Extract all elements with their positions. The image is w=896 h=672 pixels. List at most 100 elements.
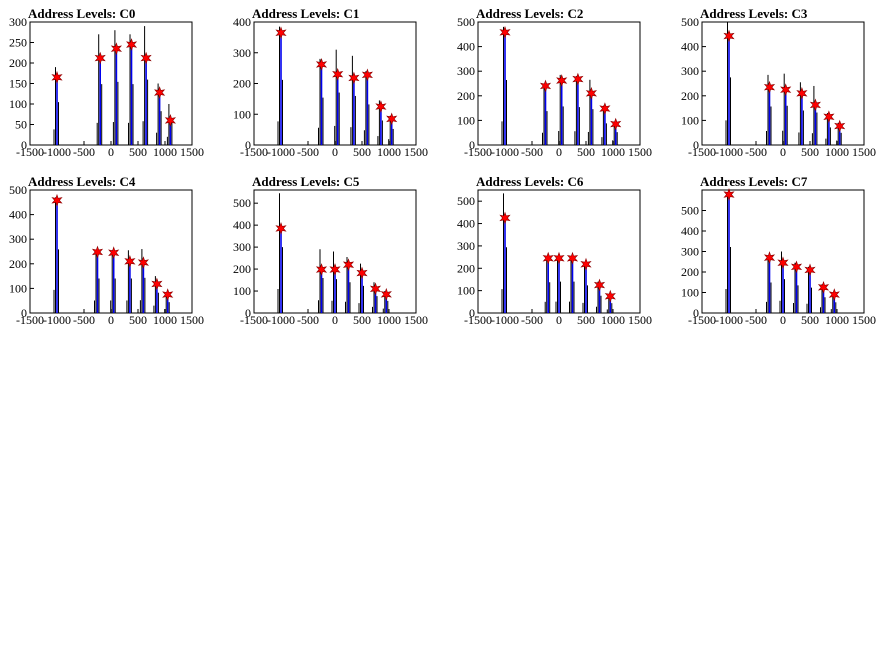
x-tick-label: -1000 [267, 313, 295, 327]
x-tick-label: 1000 [601, 145, 625, 159]
peak-marker [369, 282, 382, 296]
y-tick-label: 500 [457, 194, 475, 208]
chart-title: Address Levels: C0 [28, 6, 135, 21]
y-tick-label: 100 [681, 286, 699, 300]
peak-marker [94, 51, 106, 65]
x-tick-label: 500 [353, 145, 371, 159]
x-tick-label: 1000 [153, 145, 177, 159]
y-tick-label: 500 [9, 183, 27, 197]
chart-panel: Address Levels: C0-1500 -1000 -500 0 500 1000… [9, 6, 204, 159]
peak-marker [604, 289, 616, 303]
x-tick-label: 0 [556, 145, 562, 159]
peak-marker [91, 245, 104, 259]
peak-marker [553, 251, 565, 265]
y-tick-label: 200 [233, 77, 251, 91]
y-tick-label: 0 [21, 138, 27, 152]
x-tick-label: -500 [73, 145, 95, 159]
y-tick-label: 200 [681, 265, 699, 279]
x-tick-label: 1500 [180, 313, 204, 327]
y-tick-label: 100 [9, 97, 27, 111]
x-tick-label: -1500 [16, 145, 44, 159]
y-tick-label: 200 [9, 257, 27, 271]
peak-marker [599, 102, 611, 116]
y-tick-label: 0 [245, 306, 251, 320]
peak-marker [162, 288, 174, 302]
peak-marker [137, 256, 150, 270]
x-tick-label: -1000 [715, 313, 743, 327]
y-tick-label: 400 [681, 224, 699, 238]
chart-panel: Address Levels: C4-1500 -1000 -500 0 500 1000… [9, 174, 204, 327]
x-tick-label: 1000 [153, 313, 177, 327]
x-tick-label: 1500 [628, 313, 652, 327]
peak-marker [124, 254, 136, 268]
x-tick-label: -1500 [464, 145, 492, 159]
x-tick-label: 1500 [404, 313, 428, 327]
peak-marker [51, 70, 63, 84]
y-tick-label: 500 [457, 15, 475, 29]
peak-marker [809, 98, 821, 112]
peak-marker [499, 25, 511, 39]
peak-marker [777, 256, 789, 270]
peak-marker [348, 71, 360, 85]
y-tick-label: 0 [469, 306, 475, 320]
chart-panel: Address Levels: C6-1500 -1000 -500 0 500 1000… [457, 174, 652, 327]
peak-marker [796, 86, 808, 100]
chart-panel: Address Levels: C5-1500 -1000 -500 0 500 1000… [233, 174, 428, 327]
y-tick-label: 0 [469, 138, 475, 152]
peak-marker [126, 38, 138, 51]
x-tick-label: 1500 [180, 145, 204, 159]
x-tick-label: 0 [108, 313, 114, 327]
peak-marker [723, 29, 735, 43]
peak-marker [585, 86, 598, 100]
y-tick-label: 200 [233, 262, 251, 276]
peak-marker [342, 258, 355, 272]
peak-marker [386, 112, 398, 126]
x-tick-label: -500 [745, 145, 767, 159]
peak-marker [275, 221, 287, 235]
x-tick-label: -1000 [267, 145, 295, 159]
y-tick-label: 250 [9, 36, 27, 50]
y-tick-label: 400 [233, 218, 251, 232]
x-tick-label: 0 [556, 313, 562, 327]
peak-marker [51, 193, 63, 207]
x-tick-label: -1500 [240, 313, 268, 327]
peak-marker [375, 100, 387, 114]
peak-marker [828, 288, 840, 302]
peak-marker [566, 251, 579, 265]
plot-frame [29, 21, 193, 146]
x-tick-label: -1000 [491, 313, 519, 327]
peak-marker [315, 57, 328, 71]
x-tick-label: -1500 [688, 313, 716, 327]
y-tick-label: 0 [21, 306, 27, 320]
chart-title: Address Levels: C5 [252, 174, 360, 189]
x-tick-label: 1000 [377, 145, 401, 159]
x-tick-label: -500 [745, 313, 767, 327]
chart-panel: Address Levels: C1-1500 -1000 -500 0 500 1000… [233, 6, 428, 159]
peak-marker [610, 117, 622, 131]
y-tick-label: 200 [681, 89, 699, 103]
peak-marker [763, 80, 776, 94]
x-tick-label: 1000 [825, 313, 849, 327]
x-tick-label: -500 [521, 145, 543, 159]
peak-marker [790, 260, 803, 274]
peak-marker [164, 113, 176, 127]
x-tick-label: -1000 [491, 145, 519, 159]
x-tick-label: 1000 [377, 313, 401, 327]
y-tick-label: 500 [233, 196, 251, 210]
peak-marker [499, 211, 511, 225]
x-tick-label: 1500 [628, 145, 652, 159]
peak-marker [763, 251, 776, 265]
x-tick-label: 500 [353, 313, 371, 327]
x-tick-label: 500 [577, 313, 595, 327]
y-tick-label: 0 [693, 306, 699, 320]
y-tick-label: 100 [233, 107, 251, 121]
y-tick-label: 200 [457, 261, 475, 275]
x-tick-label: -1000 [43, 145, 71, 159]
x-tick-label: 1000 [825, 145, 849, 159]
peak-marker [332, 67, 344, 81]
y-tick-label: 300 [233, 46, 251, 60]
peak-marker [151, 277, 163, 291]
chart-title: Address Levels: C1 [252, 6, 359, 21]
y-tick-label: 500 [681, 204, 699, 218]
chart-panel: Address Levels: C2-1500 -1000 -500 0 500 1000… [457, 6, 652, 159]
